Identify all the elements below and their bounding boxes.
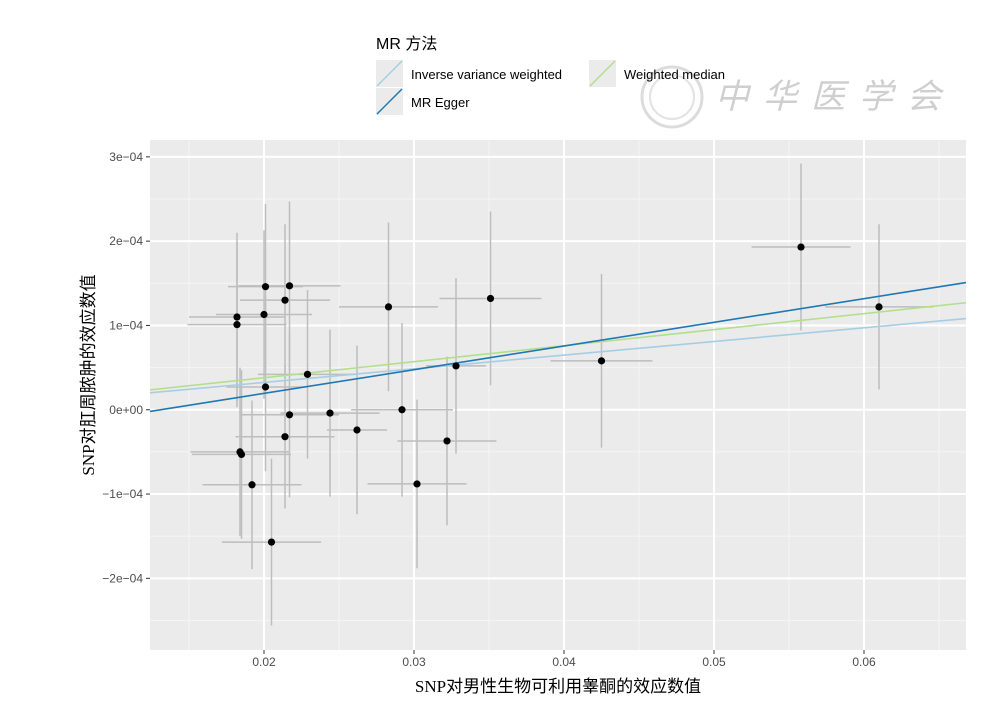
legend-item-ivw: Inverse variance weighted [376,60,562,87]
data-point [261,383,270,391]
x-tick-label: 0.05 [702,655,726,669]
y-tick-label: −2e−04 [102,571,143,585]
data-point [233,313,241,321]
data-point [285,282,294,290]
data-point [452,362,460,370]
data-point [597,357,606,365]
data-points [233,243,883,546]
plot-panel [150,140,966,650]
x-tick-label: 0.02 [252,655,276,669]
y-axis-ticks: 3e−04 2e−04 1e−04 0e+00 −1e−04 −2e−04 [102,150,150,585]
data-point [248,481,256,489]
data-point [261,283,270,291]
legend-label-weighted-median: Weighted median [624,67,725,82]
data-point [797,243,805,251]
watermark: 中华医学会 [640,65,955,129]
data-point [398,406,406,414]
legend-item-mr-egger: MR Egger [376,88,470,115]
y-tick-label: 0e+00 [109,403,143,417]
y-axis-label: SNP对肛周脓肿的效应数值 [79,274,98,475]
data-point [267,538,276,546]
y-tick-label: 3e−04 [109,150,143,164]
x-tick-label: 0.03 [402,655,426,669]
data-point [875,303,883,311]
x-axis-label: SNP对男性生物可利用睾酮的效应数值 [415,677,701,696]
data-point [413,480,421,488]
data-point [260,310,268,319]
y-tick-label: 1e−04 [109,318,143,332]
data-point [285,411,294,419]
data-point [384,303,393,311]
data-point [353,426,361,434]
data-point [326,409,334,417]
data-point [281,296,289,304]
data-point [237,450,246,459]
watermark-text: 中华医学会 [715,77,955,117]
data-point [303,370,312,378]
legend-title: MR 方法 [376,35,437,53]
y-tick-label: −1e−04 [102,487,143,501]
data-point [281,433,289,441]
data-point [486,294,495,303]
regression-line-inverse-variance-weighted [149,317,967,394]
x-tick-label: 0.06 [852,655,876,669]
legend-label-ivw: Inverse variance weighted [411,67,562,82]
legend: MR 方法 Inverse variance weighted Weighted… [376,35,725,115]
x-tick-label: 0.04 [552,655,576,669]
regression-line-mr-egger [149,281,967,413]
legend-item-weighted-median: Weighted median [589,60,725,87]
y-tick-label: 2e−04 [109,234,143,248]
watermark-seal-icon [640,65,704,129]
x-axis-ticks: 0.02 0.03 0.04 0.05 0.06 [252,650,876,669]
regression-lines [149,281,967,413]
data-point [443,437,451,445]
legend-label-mr-egger: MR Egger [411,95,470,110]
data-point [233,321,241,329]
